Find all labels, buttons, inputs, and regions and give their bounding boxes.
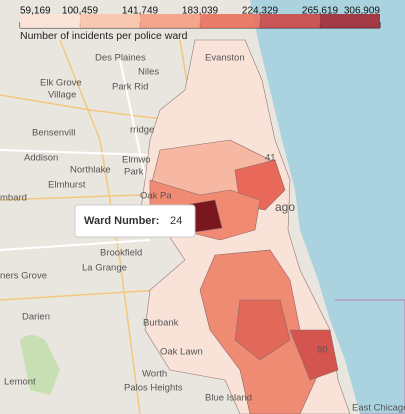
tooltip: Ward Number: 24 <box>74 204 196 238</box>
place-label: Oak Lawn <box>160 347 203 358</box>
legend-tick-label: 141,749 <box>122 6 159 17</box>
tooltip-label: Ward Number: <box>84 215 159 227</box>
place-label: Northlake <box>70 165 111 176</box>
place-label: ago <box>275 200 295 214</box>
legend-tick-label: 306,909 <box>344 6 381 17</box>
place-label: Park <box>124 167 144 178</box>
place-label: Niles <box>138 67 159 78</box>
place-label: Addison <box>24 153 58 164</box>
legend-swatch <box>200 14 260 28</box>
place-label: Blue Island <box>205 393 252 404</box>
place-label: ners Grove <box>0 271 47 282</box>
legend: 59,169 100,459 141,749 183,039 224,329 265,61… <box>19 6 381 42</box>
lake <box>250 0 405 414</box>
legend-swatch <box>260 14 320 28</box>
place-label: 90 <box>317 345 328 356</box>
legend-tick-label: 265,619 <box>302 6 339 17</box>
place-label: rridge <box>130 125 154 136</box>
boundary <box>335 299 405 414</box>
place-label: Worth <box>142 369 167 380</box>
place-label: East Chicago <box>352 403 405 414</box>
place-label: Brookfield <box>100 248 142 259</box>
legend-swatch <box>20 14 80 28</box>
park <box>20 335 60 395</box>
place-label: Oak Pa <box>140 191 172 202</box>
legend-tick-label: 100,459 <box>62 6 99 17</box>
legend-title: Number of incidents per police ward <box>20 30 188 42</box>
tooltip-value: 24 <box>170 215 182 227</box>
place-label: Park Rid <box>112 82 148 93</box>
place-label: mbard <box>0 193 27 204</box>
place-label: Darien <box>22 312 50 323</box>
place-label: Elmwo <box>122 155 151 166</box>
legend-swatch <box>80 14 140 28</box>
legend-swatch <box>320 14 380 28</box>
legend-swatch <box>140 14 200 28</box>
legend-tick-label: 59,169 <box>20 6 51 17</box>
place-labels: Des Plaines Niles Evanston Elk Grove Vil… <box>0 53 405 414</box>
place-label: La Grange <box>82 263 127 274</box>
place-label: Des Plaines <box>95 53 146 64</box>
legend-tick-label: 224,329 <box>242 6 279 17</box>
place-label: Elmhurst <box>48 180 86 191</box>
place-label: Bensenvill <box>32 128 75 139</box>
tooltip-box <box>74 204 196 238</box>
legend-tick-label: 183,039 <box>182 6 219 17</box>
place-label: Elk Grove <box>40 78 82 89</box>
place-label: Evanston <box>205 53 245 64</box>
place-label: Lemont <box>4 377 36 388</box>
place-label: 41 <box>265 153 276 164</box>
place-label: Village <box>48 90 76 101</box>
place-label: Palos Heights <box>124 383 183 394</box>
place-label: Burbank <box>143 318 179 329</box>
